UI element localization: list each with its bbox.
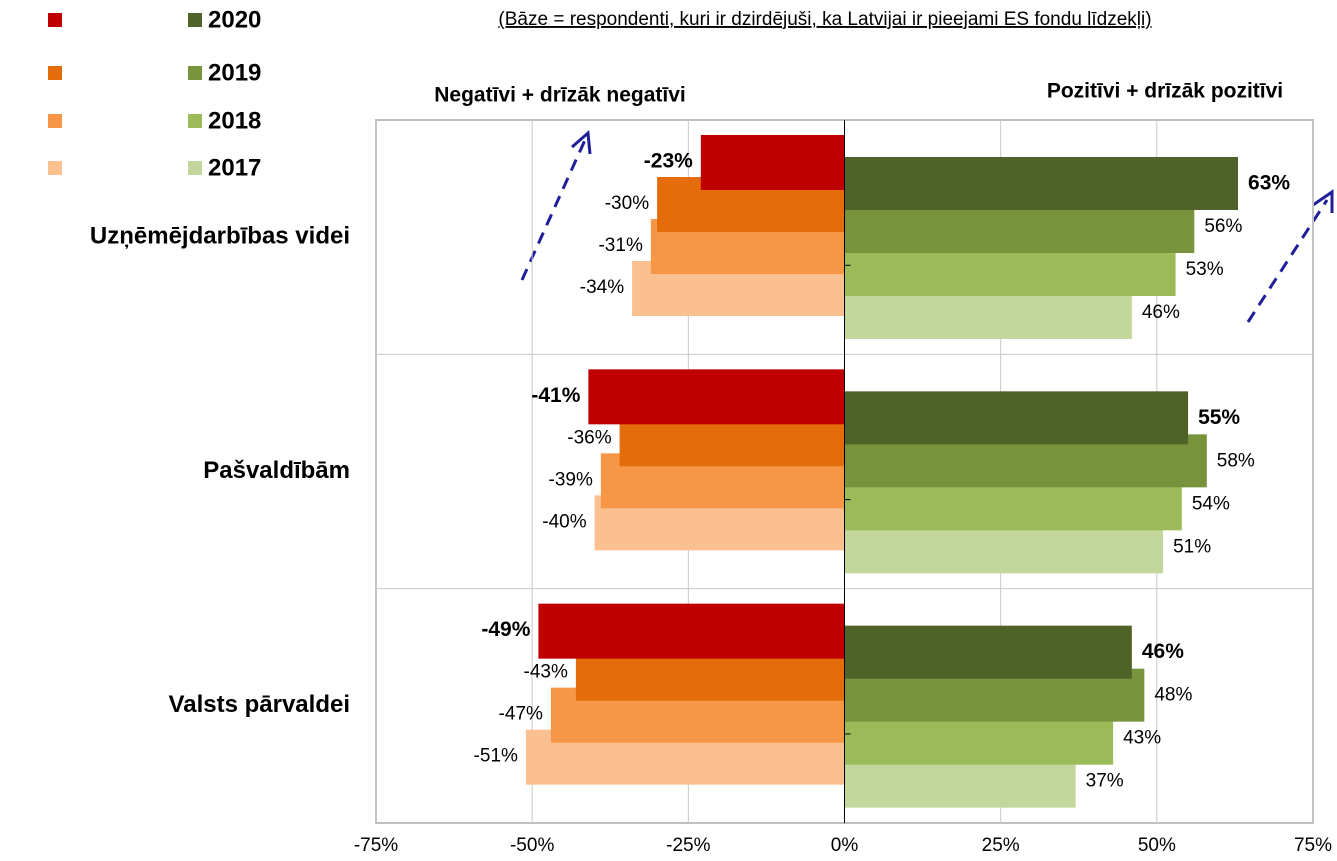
positive-heading: Pozitīvi + drīzāk pozitīvi — [1047, 80, 1283, 103]
legend-swatch — [48, 66, 62, 80]
legend-swatch — [48, 13, 62, 27]
negative-value-label: -43% — [524, 662, 568, 683]
legend-swatch — [48, 161, 62, 175]
x-tick-label: 25% — [982, 835, 1020, 856]
negative-value-label: -23% — [644, 150, 693, 173]
negative-value-label: -30% — [605, 193, 649, 214]
legend-label: 2020 — [208, 6, 261, 33]
negative-value-label: -31% — [598, 235, 642, 256]
positive-value-label: 37% — [1086, 771, 1124, 792]
legend-swatch — [188, 114, 202, 128]
negative-value-label: -49% — [481, 618, 530, 641]
x-tick-label: -75% — [354, 835, 398, 856]
positive-bar — [844, 157, 1239, 210]
negative-heading: Negatīvi + drīzāk negatīvi — [434, 84, 686, 107]
positive-value-label: 48% — [1154, 685, 1192, 706]
positive-value-label: 43% — [1123, 728, 1161, 749]
negative-bar — [538, 603, 845, 659]
negative-bar — [588, 369, 845, 425]
x-tick-label: -25% — [666, 835, 710, 856]
negative-value-label: -41% — [531, 384, 580, 407]
negative-bar — [700, 135, 845, 190]
positive-bar — [844, 625, 1132, 679]
x-tick-label: 50% — [1138, 835, 1176, 856]
legend-label: 2017 — [208, 154, 261, 181]
legend-swatch — [48, 114, 62, 128]
positive-value-label: 56% — [1204, 216, 1242, 237]
category-label: Pašvaldībām — [203, 457, 350, 484]
negative-value-label: -51% — [474, 746, 518, 767]
negative-value-label: -47% — [499, 704, 543, 725]
x-tick-label: 75% — [1294, 835, 1332, 856]
negative-value-label: -39% — [549, 469, 593, 490]
positive-value-label: 54% — [1192, 493, 1230, 514]
positive-value-label: 46% — [1142, 302, 1180, 323]
negative-value-label: -34% — [580, 277, 624, 298]
legend-label: 2019 — [208, 59, 261, 86]
legend-swatch — [188, 13, 202, 27]
x-tick-label: 0% — [831, 835, 859, 856]
subtitle: (Bāze = respondenti, kuri ir dzirdējuši,… — [498, 9, 1151, 30]
positive-value-label: 51% — [1173, 536, 1211, 557]
positive-value-label: 63% — [1248, 172, 1290, 195]
legend-label: 2018 — [208, 107, 261, 134]
x-tick-label: -50% — [510, 835, 554, 856]
legend-swatch — [188, 161, 202, 175]
positive-value-label: 46% — [1142, 640, 1184, 663]
category-label: Valsts pārvaldei — [169, 691, 350, 718]
negative-value-label: -40% — [542, 511, 586, 532]
negative-value-label: -36% — [567, 427, 611, 448]
positive-value-label: 55% — [1198, 406, 1240, 429]
positive-value-label: 53% — [1186, 259, 1224, 280]
legend-swatch — [188, 66, 202, 80]
positive-bar — [844, 391, 1189, 445]
positive-value-label: 58% — [1217, 450, 1255, 471]
category-label: Uzņēmējdarbības videi — [90, 223, 350, 250]
